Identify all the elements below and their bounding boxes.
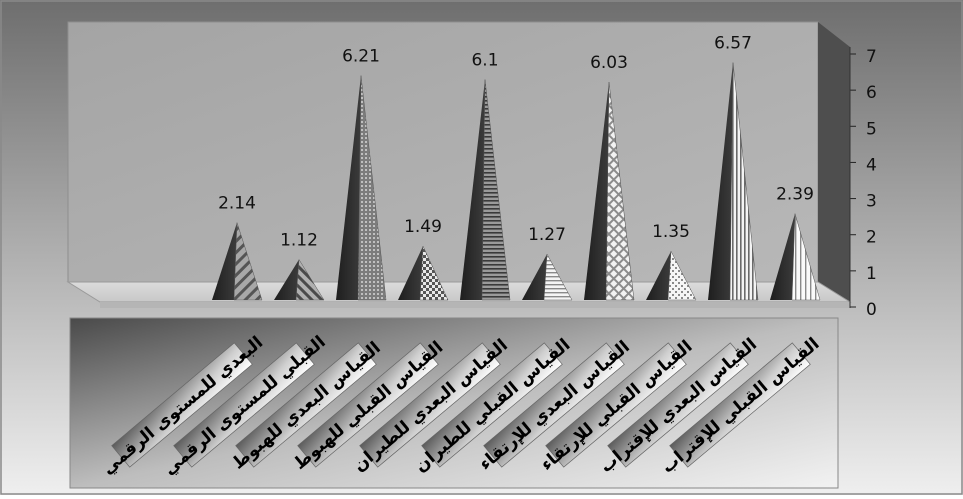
pyramid-bar	[274, 258, 325, 301]
y-tick-label: 6	[866, 83, 877, 103]
y-tick-label: 5	[866, 119, 877, 139]
category-label-box	[669, 342, 811, 468]
pyramid-front-face	[233, 222, 263, 301]
pyramid-series	[212, 62, 821, 301]
pyramid-left-face	[646, 251, 671, 300]
y-tick-label: 4	[866, 155, 877, 175]
y-tick-label: 0	[866, 300, 877, 320]
pyramid-bar	[398, 246, 449, 301]
data-label: 1.12	[280, 231, 318, 251]
pyramid-front-face	[295, 258, 325, 301]
pyramid-left-face	[398, 246, 423, 300]
pyramid-front-face	[729, 62, 759, 301]
pyramid-left-face	[212, 222, 237, 300]
data-label: 1.35	[652, 222, 690, 242]
category-label-box	[545, 342, 687, 468]
pyramid-front-face	[419, 246, 449, 301]
data-label: 1.27	[528, 225, 566, 245]
pyramid-front-face	[791, 213, 821, 301]
category-label-box	[297, 342, 439, 468]
pyramid-front-face	[357, 75, 387, 301]
data-labels: 2.14 1.12 6.21 1.49 6.1 1.27 6.03 1.35 6.57 2.39	[218, 34, 814, 251]
category-label-box	[235, 342, 377, 468]
data-label: 2.14	[218, 194, 256, 214]
data-label: 6.21	[342, 47, 380, 67]
pyramid-left-face	[708, 62, 733, 300]
category-label-box	[483, 342, 625, 468]
y-tick-label: 7	[866, 47, 877, 67]
back-wall	[67, 21, 819, 283]
pyramid-front-face	[481, 79, 511, 301]
pyramid-bar	[336, 75, 387, 301]
pyramid-left-face	[274, 259, 299, 300]
side-wall	[818, 22, 850, 302]
y-axis: 0 1 2 3 4 5 6 7	[849, 47, 877, 320]
data-label: 6.1	[471, 51, 498, 71]
pyramid-left-face	[522, 254, 547, 300]
y-tick-label: 3	[866, 192, 877, 212]
floor-front-edge	[100, 302, 850, 308]
data-label: 6.03	[590, 53, 628, 73]
pyramid-front-face	[605, 82, 635, 301]
data-label: 1.49	[404, 217, 442, 237]
pyramid-left-face	[460, 79, 485, 301]
category-label-box	[173, 342, 315, 468]
pyramid-bar	[708, 62, 759, 301]
data-label: 2.39	[776, 185, 814, 205]
pyramid-bar	[584, 82, 635, 301]
pyramid-bar	[522, 253, 573, 301]
category-label-box	[359, 342, 501, 468]
pyramid-front-face	[543, 253, 573, 301]
pyramid-bar	[770, 213, 821, 301]
category-label-box	[421, 342, 563, 468]
pyramid-bar	[646, 250, 697, 301]
y-tick-label: 2	[866, 228, 877, 248]
pyramid-bar	[212, 222, 263, 301]
pyramid-left-face	[770, 213, 795, 300]
pyramid-left-face	[584, 82, 609, 301]
pyramid-left-face	[336, 75, 361, 300]
category-label-box	[111, 342, 253, 468]
pyramid-bar	[460, 79, 511, 301]
y-tick-label: 1	[866, 264, 877, 284]
data-label: 6.57	[714, 34, 752, 54]
category-label-box	[607, 342, 749, 468]
pyramid-front-face	[667, 250, 697, 301]
